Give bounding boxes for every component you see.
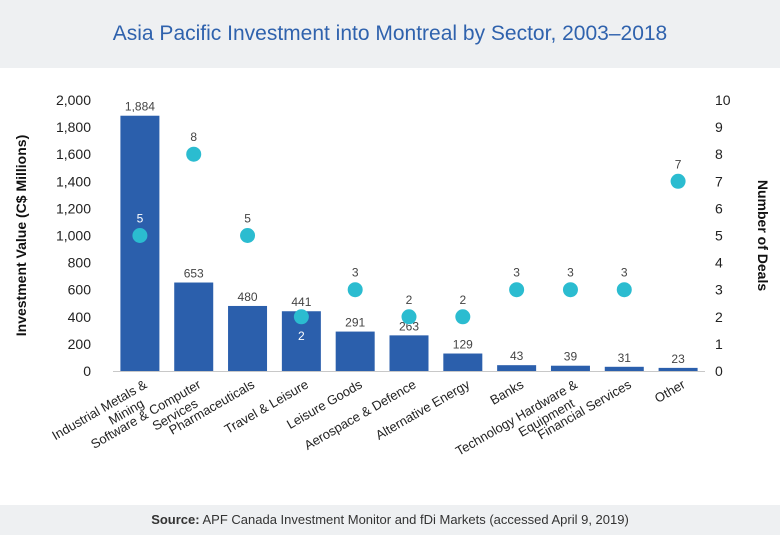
y2-tick-label: 0 <box>715 363 723 379</box>
source-label: Source: <box>151 512 200 527</box>
bar <box>389 335 429 371</box>
y-axis-title: Investment Value (C$ Millions) <box>13 135 29 337</box>
deal-point <box>186 146 202 162</box>
deal-point <box>455 309 471 325</box>
bar-value-label: 441 <box>291 295 311 309</box>
bar <box>443 353 483 371</box>
y-tick-label: 1,800 <box>56 119 91 135</box>
y2-tick-label: 5 <box>715 228 723 244</box>
bar <box>604 366 644 371</box>
deal-point <box>670 173 686 189</box>
bar <box>174 282 214 371</box>
y2-tick-label: 3 <box>715 282 723 298</box>
title-band: Asia Pacific Investment into Montreal by… <box>0 0 780 68</box>
deal-value-label: 2 <box>298 329 305 343</box>
bar <box>658 367 698 371</box>
deal-point <box>293 309 309 325</box>
y-tick-label: 0 <box>83 363 91 379</box>
deal-point <box>132 228 148 243</box>
chart-title: Asia Pacific Investment into Montreal by… <box>112 22 668 45</box>
bar <box>335 331 375 371</box>
y2-axis-title: Number of Deals <box>755 180 771 291</box>
deal-point <box>509 282 525 298</box>
y2-tick-label: 7 <box>715 173 723 189</box>
deal-point <box>616 282 632 298</box>
category-label: Banks <box>487 376 526 407</box>
chart: 0 200 400 600 800 1,000 1,200 1,400 1,600 1,800 2,… <box>13 92 771 459</box>
deal-point <box>240 228 256 243</box>
source-note: Source: APF Canada Investment Monitor an… <box>0 512 780 527</box>
deal-value-label: 3 <box>567 266 574 280</box>
y-tick-label: 200 <box>68 336 92 352</box>
y-tick-label: 1,400 <box>56 173 91 189</box>
y-tick-label: 2,000 <box>56 92 91 108</box>
y2-tick-label: 10 <box>715 92 731 108</box>
deal-value-label: 2 <box>459 293 466 307</box>
bar-value-label: 43 <box>510 349 524 363</box>
source-band: Source: APF Canada Investment Monitor an… <box>0 505 780 535</box>
y2-tick-label: 4 <box>715 255 723 271</box>
bar-value-label: 291 <box>345 316 365 330</box>
y2-tick-label: 1 <box>715 336 723 352</box>
y-tick-label: 800 <box>68 255 92 271</box>
deal-point <box>401 309 417 325</box>
y2-tick-label: 2 <box>715 309 723 325</box>
bar-value-label: 39 <box>564 350 578 364</box>
bar-value-label: 1,884 <box>125 100 155 114</box>
bar <box>550 365 590 371</box>
y-tick-label: 600 <box>68 282 92 298</box>
y-tick-label: 1,600 <box>56 146 91 162</box>
deal-value-label: 3 <box>352 266 359 280</box>
y2-tick-label: 6 <box>715 200 723 216</box>
y2-tick-label: 8 <box>715 146 723 162</box>
deal-value-label: 8 <box>190 130 197 144</box>
deal-value-label: 3 <box>621 266 628 280</box>
bar <box>120 115 160 371</box>
y-tick-label: 1,200 <box>56 200 91 216</box>
deal-point <box>347 282 363 298</box>
bar-value-label: 31 <box>618 351 632 365</box>
y-tick-label: 400 <box>68 309 92 325</box>
bar <box>497 365 537 371</box>
bar-value-label: 129 <box>453 338 473 352</box>
bar-value-label: 23 <box>671 352 685 366</box>
deal-value-label: 7 <box>675 157 682 171</box>
deal-value-label: 3 <box>513 266 520 280</box>
deal-value-label: 5 <box>244 212 251 226</box>
category-label: Other <box>652 376 688 406</box>
deal-point <box>562 282 578 298</box>
bar-value-label: 653 <box>184 267 204 281</box>
bar-value-label: 263 <box>399 319 419 333</box>
deal-value-label: 2 <box>406 293 413 307</box>
category-label: Alternative Energy <box>373 376 473 442</box>
bar <box>228 305 268 371</box>
deal-value-label: 5 <box>137 212 144 226</box>
bar-value-label: 480 <box>238 290 258 304</box>
source-text: APF Canada Investment Monitor and fDi Ma… <box>202 512 629 527</box>
y-tick-label: 1,000 <box>56 228 91 244</box>
y2-tick-label: 9 <box>715 119 723 135</box>
